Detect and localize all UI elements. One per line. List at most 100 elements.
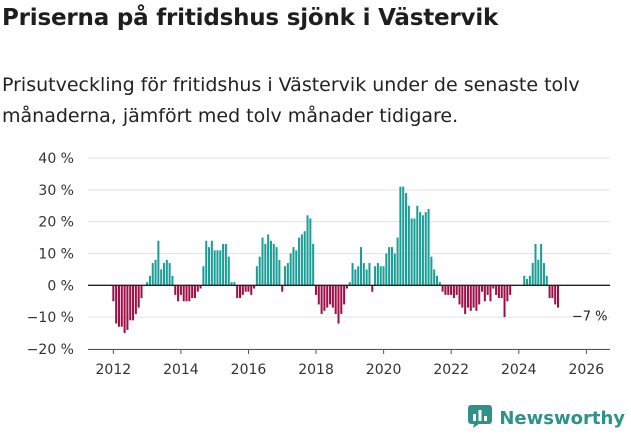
bar	[284, 266, 287, 286]
bar	[407, 205, 410, 286]
bar	[481, 285, 484, 292]
bar	[148, 275, 151, 286]
x-tick-label: 2018	[298, 362, 334, 378]
bar	[390, 247, 393, 286]
x-tick-label: 2026	[569, 362, 605, 378]
bar	[509, 285, 512, 295]
y-tick-label: 30 %	[38, 183, 74, 199]
bar	[362, 263, 365, 286]
bar	[255, 266, 258, 286]
bar	[376, 263, 379, 286]
x-tick-label: 2016	[231, 362, 267, 378]
bar	[427, 208, 430, 286]
bar	[202, 266, 205, 286]
bar	[379, 266, 382, 286]
bar	[489, 285, 492, 302]
bar	[224, 243, 227, 286]
bar	[351, 263, 354, 286]
bar	[455, 285, 458, 295]
bar	[410, 218, 413, 286]
bar	[193, 285, 196, 299]
bar	[115, 285, 118, 324]
bar	[177, 285, 180, 302]
brand-name: Newsworthy	[499, 407, 625, 429]
bar	[528, 275, 531, 286]
bar	[320, 285, 323, 314]
gridlines	[88, 157, 610, 350]
bar	[275, 247, 278, 286]
bar	[466, 285, 469, 308]
bar	[312, 243, 315, 286]
bar	[495, 285, 498, 295]
bar	[399, 186, 402, 286]
bar	[253, 285, 256, 289]
bar	[241, 285, 244, 295]
bar	[208, 247, 211, 286]
bar	[162, 263, 166, 286]
bar	[247, 285, 250, 292]
bar	[160, 269, 163, 286]
bar	[196, 285, 199, 292]
bar	[306, 215, 309, 286]
x-tick-label: 2014	[163, 362, 199, 378]
bar	[450, 285, 453, 295]
bar	[117, 285, 120, 327]
bar	[343, 285, 346, 305]
bar	[345, 285, 348, 289]
x-tick-label: 2020	[366, 362, 402, 378]
bar	[359, 247, 363, 286]
bar	[475, 285, 478, 311]
bar	[157, 240, 160, 286]
axes	[88, 284, 610, 354]
bar	[537, 259, 540, 286]
y-tick-label: −20 %	[27, 342, 74, 358]
bar	[388, 247, 391, 286]
bar	[334, 285, 337, 314]
bar	[551, 285, 554, 299]
bar	[269, 240, 272, 286]
y-tick-label: 20 %	[38, 215, 74, 231]
bar	[227, 256, 230, 286]
bar	[329, 285, 332, 305]
x-tick-label: 2012	[96, 362, 132, 378]
bar	[374, 266, 377, 286]
bar	[120, 285, 123, 327]
bar	[222, 243, 225, 286]
bar	[216, 250, 219, 286]
bar	[548, 285, 551, 299]
bar	[289, 253, 292, 286]
bar	[545, 275, 548, 286]
bar	[421, 215, 424, 286]
bar	[458, 285, 461, 305]
bar	[295, 250, 298, 286]
bar	[126, 285, 129, 330]
bar	[500, 285, 503, 299]
y-tick-label: −10 %	[27, 310, 74, 326]
bar	[461, 285, 464, 308]
bar	[331, 285, 334, 308]
bar	[219, 250, 222, 286]
bar	[526, 278, 529, 286]
bar	[413, 218, 416, 286]
bar	[272, 243, 275, 286]
bar	[416, 205, 419, 286]
bar	[292, 247, 295, 286]
bar	[146, 282, 149, 286]
bar	[506, 285, 509, 302]
bar	[441, 285, 444, 292]
bar	[151, 263, 154, 286]
bar	[464, 285, 467, 314]
bar	[300, 234, 303, 286]
bar	[250, 285, 253, 295]
bar	[298, 237, 301, 286]
bar	[261, 237, 264, 286]
bar	[444, 285, 447, 295]
bar	[210, 240, 213, 286]
bar	[365, 269, 368, 286]
bar	[497, 285, 500, 299]
bar	[213, 250, 216, 286]
bar	[278, 259, 281, 286]
bar	[174, 285, 177, 295]
bar	[435, 275, 439, 286]
